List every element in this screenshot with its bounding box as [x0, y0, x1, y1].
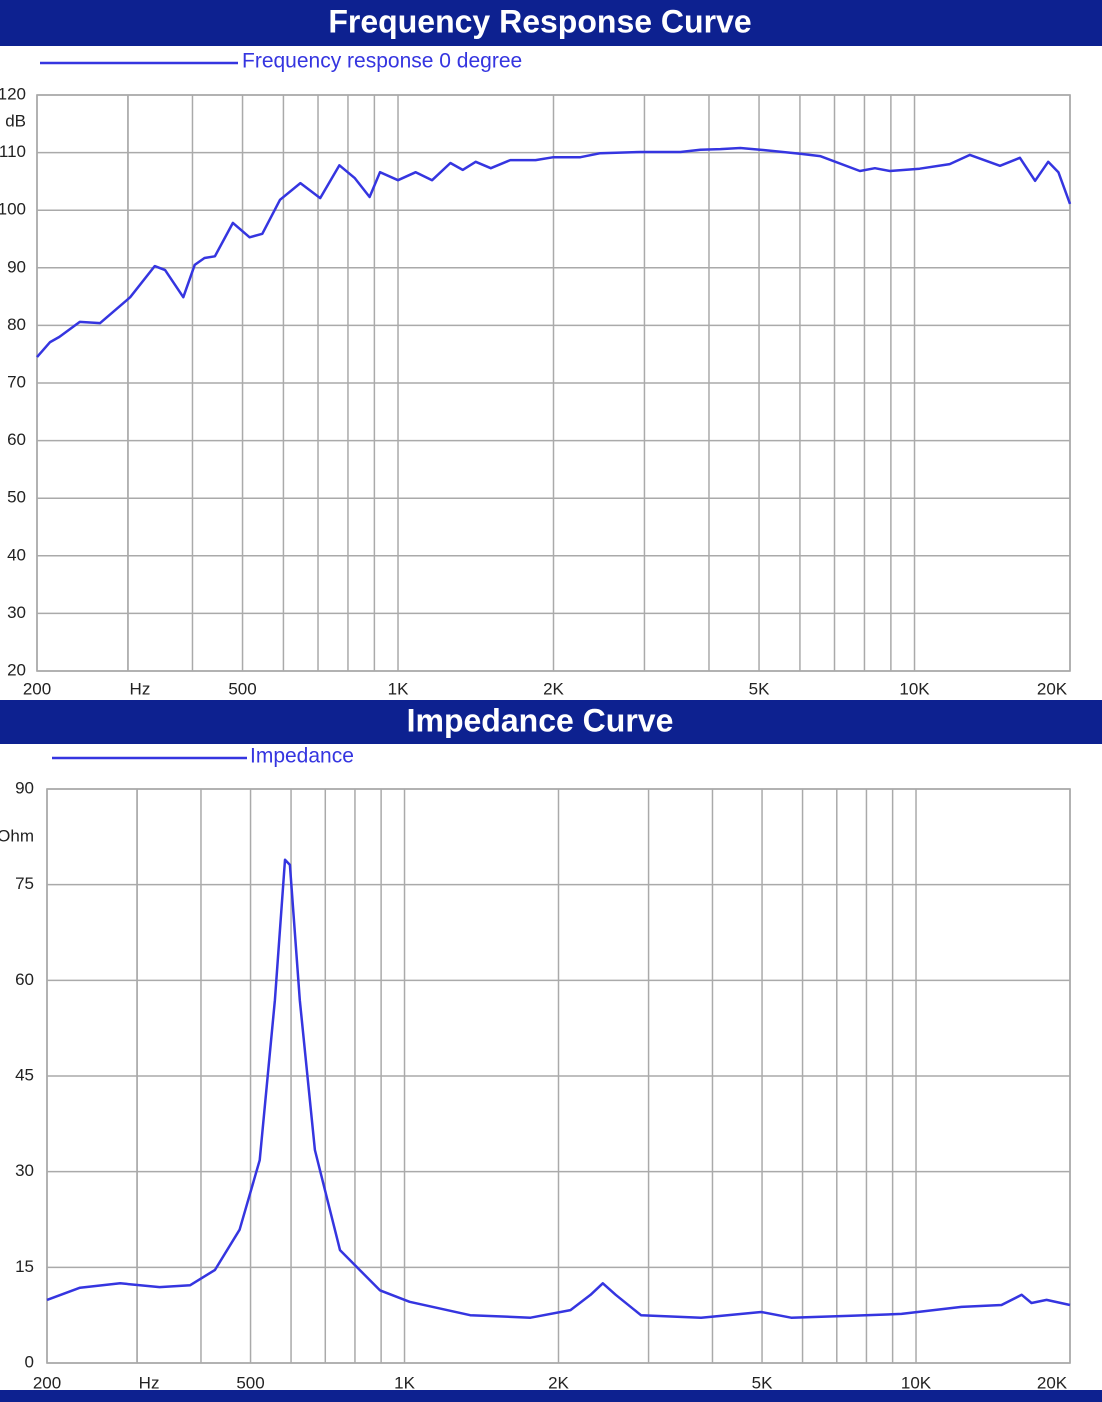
x-tick-label: 20K — [1037, 679, 1068, 698]
y-tick-label: 70 — [7, 372, 26, 391]
y-axis-unit: Ohm — [0, 826, 34, 845]
y-tick-label: 75 — [15, 874, 34, 893]
y-tick-label: 40 — [7, 545, 26, 564]
y-tick-label: 30 — [7, 603, 26, 622]
x-tick-label: 10K — [899, 679, 930, 698]
x-tick-label: 5K — [749, 679, 770, 698]
next-section-bar — [0, 1390, 1102, 1402]
y-tick-label: 30 — [15, 1161, 34, 1180]
x-tick-label: 500 — [228, 679, 256, 698]
y-tick-label: 90 — [7, 257, 26, 276]
x-tick-label: 200 — [33, 1373, 61, 1392]
x-tick-label: 2K — [548, 1373, 569, 1392]
curve — [36, 146, 1072, 358]
title-bar — [0, 0, 1102, 46]
title-bar — [0, 700, 1102, 744]
y-tick-label: 60 — [7, 430, 26, 449]
x-tick-label: 20K — [1037, 1373, 1068, 1392]
legend-label: Frequency response 0 degree — [242, 50, 522, 73]
y-tick-label: 100 — [0, 200, 26, 219]
y-axis-unit: dB — [5, 111, 26, 130]
x-tick-label: 1K — [394, 1373, 415, 1392]
chart-title: Frequency Response Curve — [328, 3, 751, 39]
chart-title: Impedance Curve — [407, 702, 674, 738]
legend-label: Impedance — [250, 745, 354, 768]
y-tick-label: 60 — [15, 970, 34, 989]
y-tick-label: 120 — [0, 84, 26, 103]
y-tick-label: 20 — [7, 660, 26, 679]
x-tick-label: 500 — [236, 1373, 264, 1392]
x-tick-label: Hz — [130, 679, 151, 698]
y-tick-label: 50 — [7, 488, 26, 507]
x-tick-label: 1K — [388, 679, 409, 698]
y-tick-label: 0 — [25, 1352, 34, 1371]
x-tick-label: Hz — [139, 1373, 160, 1392]
y-tick-label: 15 — [15, 1257, 34, 1276]
x-tick-label: 2K — [543, 679, 564, 698]
y-tick-label: 80 — [7, 315, 26, 334]
x-tick-label: 5K — [752, 1373, 773, 1392]
x-tick-label: 200 — [23, 679, 51, 698]
y-tick-label: 45 — [15, 1065, 34, 1084]
y-tick-label: 110 — [0, 142, 26, 161]
y-tick-label: 90 — [15, 778, 34, 797]
curve — [46, 858, 1071, 1319]
x-tick-label: 10K — [901, 1373, 932, 1392]
